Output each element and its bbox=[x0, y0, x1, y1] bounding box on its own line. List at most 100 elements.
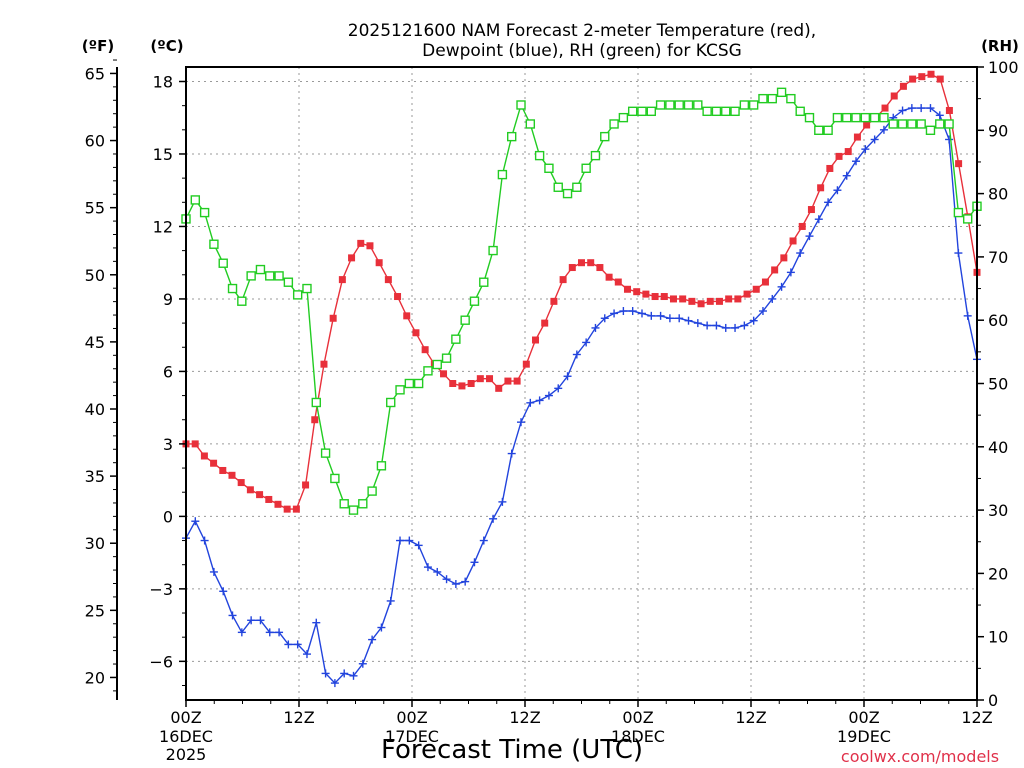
temperature-point bbox=[955, 160, 963, 168]
celsius-tick-label: 12 bbox=[153, 217, 173, 236]
x-tick-label: 00Z bbox=[396, 708, 427, 727]
rh-point bbox=[497, 169, 508, 180]
dewpoint-point bbox=[237, 628, 246, 637]
fahrenheit-tick-label: 25 bbox=[85, 601, 105, 620]
gridlines bbox=[186, 67, 977, 700]
rh-point bbox=[851, 112, 861, 123]
dewpoint-series bbox=[182, 104, 981, 688]
temperature-point bbox=[881, 104, 889, 112]
dewpoint-point bbox=[423, 563, 432, 572]
temperature-point bbox=[550, 297, 558, 305]
rh-tick-label: 10 bbox=[988, 628, 1008, 647]
dewpoint-point bbox=[358, 659, 367, 668]
dewpoint-point bbox=[191, 517, 200, 526]
rh-tick-label: 40 bbox=[988, 438, 1008, 457]
dewpoint-point bbox=[610, 309, 619, 318]
series-layer bbox=[181, 70, 982, 688]
dewpoint-point bbox=[740, 321, 749, 330]
rh-point bbox=[460, 315, 470, 325]
temperature-point bbox=[743, 290, 751, 298]
temperature-point bbox=[219, 466, 227, 474]
dewpoint-point bbox=[945, 135, 954, 144]
rh-point bbox=[320, 448, 331, 458]
dewpoint-point bbox=[535, 396, 544, 405]
temperature-point bbox=[642, 290, 650, 298]
rh-point bbox=[246, 271, 256, 281]
x-tick-label: 12Z bbox=[283, 708, 314, 727]
dewpoint-point bbox=[963, 311, 972, 320]
celsius-tick-label: 15 bbox=[153, 145, 173, 164]
dewpoint-point bbox=[731, 323, 740, 332]
celsius-tick-label: 0 bbox=[163, 507, 173, 526]
fahrenheit-tick-label: 65 bbox=[85, 64, 105, 83]
temperature-point bbox=[256, 491, 264, 499]
x-date-label: 17DEC bbox=[385, 727, 439, 746]
dewpoint-point bbox=[628, 307, 637, 316]
rh-point bbox=[507, 131, 517, 142]
temperature-point bbox=[578, 259, 585, 267]
temperature-point bbox=[467, 380, 475, 387]
rh-point bbox=[674, 100, 684, 110]
temperature-point bbox=[366, 242, 374, 250]
temperature-point bbox=[504, 377, 512, 385]
rh-point bbox=[832, 112, 843, 123]
rh-point bbox=[358, 499, 368, 509]
rh-tick-label: 20 bbox=[988, 564, 1008, 583]
dewpoint-point bbox=[368, 635, 377, 644]
dewpoint-point bbox=[935, 111, 944, 120]
temperature-point bbox=[449, 380, 457, 387]
dewpoint-point bbox=[470, 558, 479, 567]
rh-tick-label: 50 bbox=[988, 375, 1008, 394]
rh-point bbox=[962, 214, 973, 224]
temperature-point bbox=[679, 295, 687, 303]
rh-point bbox=[944, 119, 954, 129]
dewpoint-point bbox=[842, 171, 851, 180]
x-date-label: 16DEC bbox=[159, 727, 213, 746]
rh-point bbox=[302, 283, 312, 294]
temperature-point bbox=[357, 239, 365, 247]
temperature-point bbox=[899, 82, 907, 90]
rh-point bbox=[665, 100, 675, 110]
dewpoint-point bbox=[544, 391, 553, 400]
rh-point bbox=[255, 264, 266, 275]
rh-point bbox=[432, 359, 442, 370]
rh-point bbox=[572, 182, 582, 192]
rh-point bbox=[283, 277, 294, 287]
rh-point bbox=[842, 112, 852, 123]
temperature-point bbox=[329, 314, 337, 322]
temperature-point bbox=[761, 278, 769, 286]
dewpoint-point bbox=[526, 398, 535, 407]
rh-point bbox=[693, 100, 703, 110]
x-tick-label: 00Z bbox=[622, 708, 653, 727]
temperature-point bbox=[403, 312, 411, 320]
temperature-point bbox=[780, 254, 788, 262]
temperature-point bbox=[614, 278, 622, 286]
rh-tick-label: 80 bbox=[988, 185, 1008, 204]
dewpoint-point bbox=[898, 106, 907, 115]
dewpoint-point bbox=[247, 616, 256, 625]
temperature-point bbox=[265, 495, 273, 503]
temperature-point bbox=[228, 471, 236, 479]
dewpoint-point bbox=[396, 536, 405, 545]
temperature-point bbox=[688, 297, 696, 305]
rh-point bbox=[209, 239, 219, 249]
temperature-point bbox=[605, 273, 613, 281]
dewpoint-point bbox=[721, 323, 730, 332]
dewpoint-point bbox=[386, 596, 395, 605]
dewpoint-line bbox=[185, 107, 978, 685]
dewpoint-point bbox=[377, 623, 386, 632]
rh-point bbox=[218, 258, 228, 268]
rh-point bbox=[590, 150, 601, 161]
x-tick-label: 00Z bbox=[170, 708, 201, 727]
dewpoint-point bbox=[684, 316, 693, 325]
temperature-point bbox=[633, 288, 641, 296]
temperature-point bbox=[826, 164, 834, 172]
temperature-point bbox=[320, 360, 328, 368]
temperature-point bbox=[596, 264, 604, 272]
x-year-label: 2025 bbox=[166, 745, 207, 764]
fahrenheit-tick-label: 60 bbox=[85, 132, 105, 151]
dewpoint-point bbox=[647, 311, 656, 320]
temperature-point bbox=[863, 121, 871, 129]
temperature-point bbox=[734, 295, 742, 303]
dewpoint-point bbox=[712, 321, 721, 330]
